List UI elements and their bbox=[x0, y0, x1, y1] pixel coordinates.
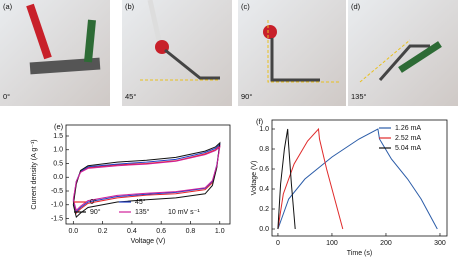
x-tick-label: 0.2 bbox=[98, 228, 108, 235]
x-tick-label: 0.0 bbox=[68, 228, 78, 235]
x-tick-label: 0.8 bbox=[186, 228, 196, 235]
y-tick-label: -0.5 bbox=[51, 188, 63, 195]
photo-caption: 0° bbox=[3, 92, 10, 101]
y-tick-label: 1.5 bbox=[53, 133, 63, 140]
y-tick-label: -1.0 bbox=[51, 202, 63, 209]
y-tick-label: 1.0 bbox=[53, 147, 63, 154]
plot-frame bbox=[271, 119, 448, 237]
y-tick-label: 0.0 bbox=[259, 226, 269, 233]
y-tick-label: 0.8 bbox=[259, 146, 269, 153]
legend-label: 2.52 mA bbox=[395, 135, 421, 142]
panel-label: (e) bbox=[54, 122, 64, 131]
x-axis-label: Voltage (V) bbox=[131, 238, 166, 245]
photo-a bbox=[0, 0, 110, 106]
series-line bbox=[72, 145, 221, 212]
x-tick-label: 1.0 bbox=[215, 228, 225, 235]
y-tick-label: 1.0 bbox=[259, 126, 269, 133]
x-tick-label: 0.6 bbox=[156, 228, 166, 235]
y-tick-label: 0.6 bbox=[259, 166, 269, 173]
plot-frame bbox=[65, 124, 231, 225]
photo-b bbox=[122, 0, 232, 106]
legend-label: 5.04 mA bbox=[395, 145, 421, 152]
x-tick-label: 200 bbox=[380, 240, 392, 247]
photo-label: (b) bbox=[125, 2, 135, 11]
series-line bbox=[277, 127, 344, 230]
photo-label: (d) bbox=[351, 2, 361, 11]
photo-c bbox=[238, 0, 346, 106]
photo-d bbox=[348, 0, 458, 106]
y-tick-label: 0.0 bbox=[53, 174, 63, 181]
legend-label: 1.26 mA bbox=[395, 125, 421, 132]
photo-label: (c) bbox=[241, 2, 250, 11]
y-tick-label: -1.5 bbox=[51, 215, 63, 222]
y-axis-label: Current density (A g⁻¹) bbox=[31, 139, 38, 209]
y-axis-label: Voltage (V) bbox=[251, 161, 258, 196]
photo-caption: 135° bbox=[351, 92, 367, 101]
legend-label: 45° bbox=[135, 198, 146, 206]
x-tick-label: 100 bbox=[326, 240, 338, 247]
x-tick-label: 0 bbox=[276, 240, 280, 247]
y-tick-label: 0.4 bbox=[259, 186, 269, 193]
x-tick-label: 0.4 bbox=[127, 228, 137, 235]
x-axis-label: Time (s) bbox=[347, 250, 372, 257]
panel-label: (f) bbox=[256, 117, 264, 126]
photo-caption: 90° bbox=[241, 92, 252, 101]
annotation: 10 mV s⁻¹ bbox=[168, 209, 200, 216]
photo-caption: 45° bbox=[125, 92, 136, 101]
y-tick-label: 0.2 bbox=[259, 206, 269, 213]
x-tick-label: 300 bbox=[434, 240, 446, 247]
photo-label: (a) bbox=[3, 2, 13, 11]
series-line bbox=[277, 128, 296, 230]
legend-label: 135° bbox=[135, 208, 150, 216]
legend-label: 0° bbox=[90, 198, 97, 206]
series-line bbox=[277, 128, 438, 230]
legend-label: 90° bbox=[90, 208, 101, 216]
y-tick-label: 0.5 bbox=[53, 160, 63, 167]
